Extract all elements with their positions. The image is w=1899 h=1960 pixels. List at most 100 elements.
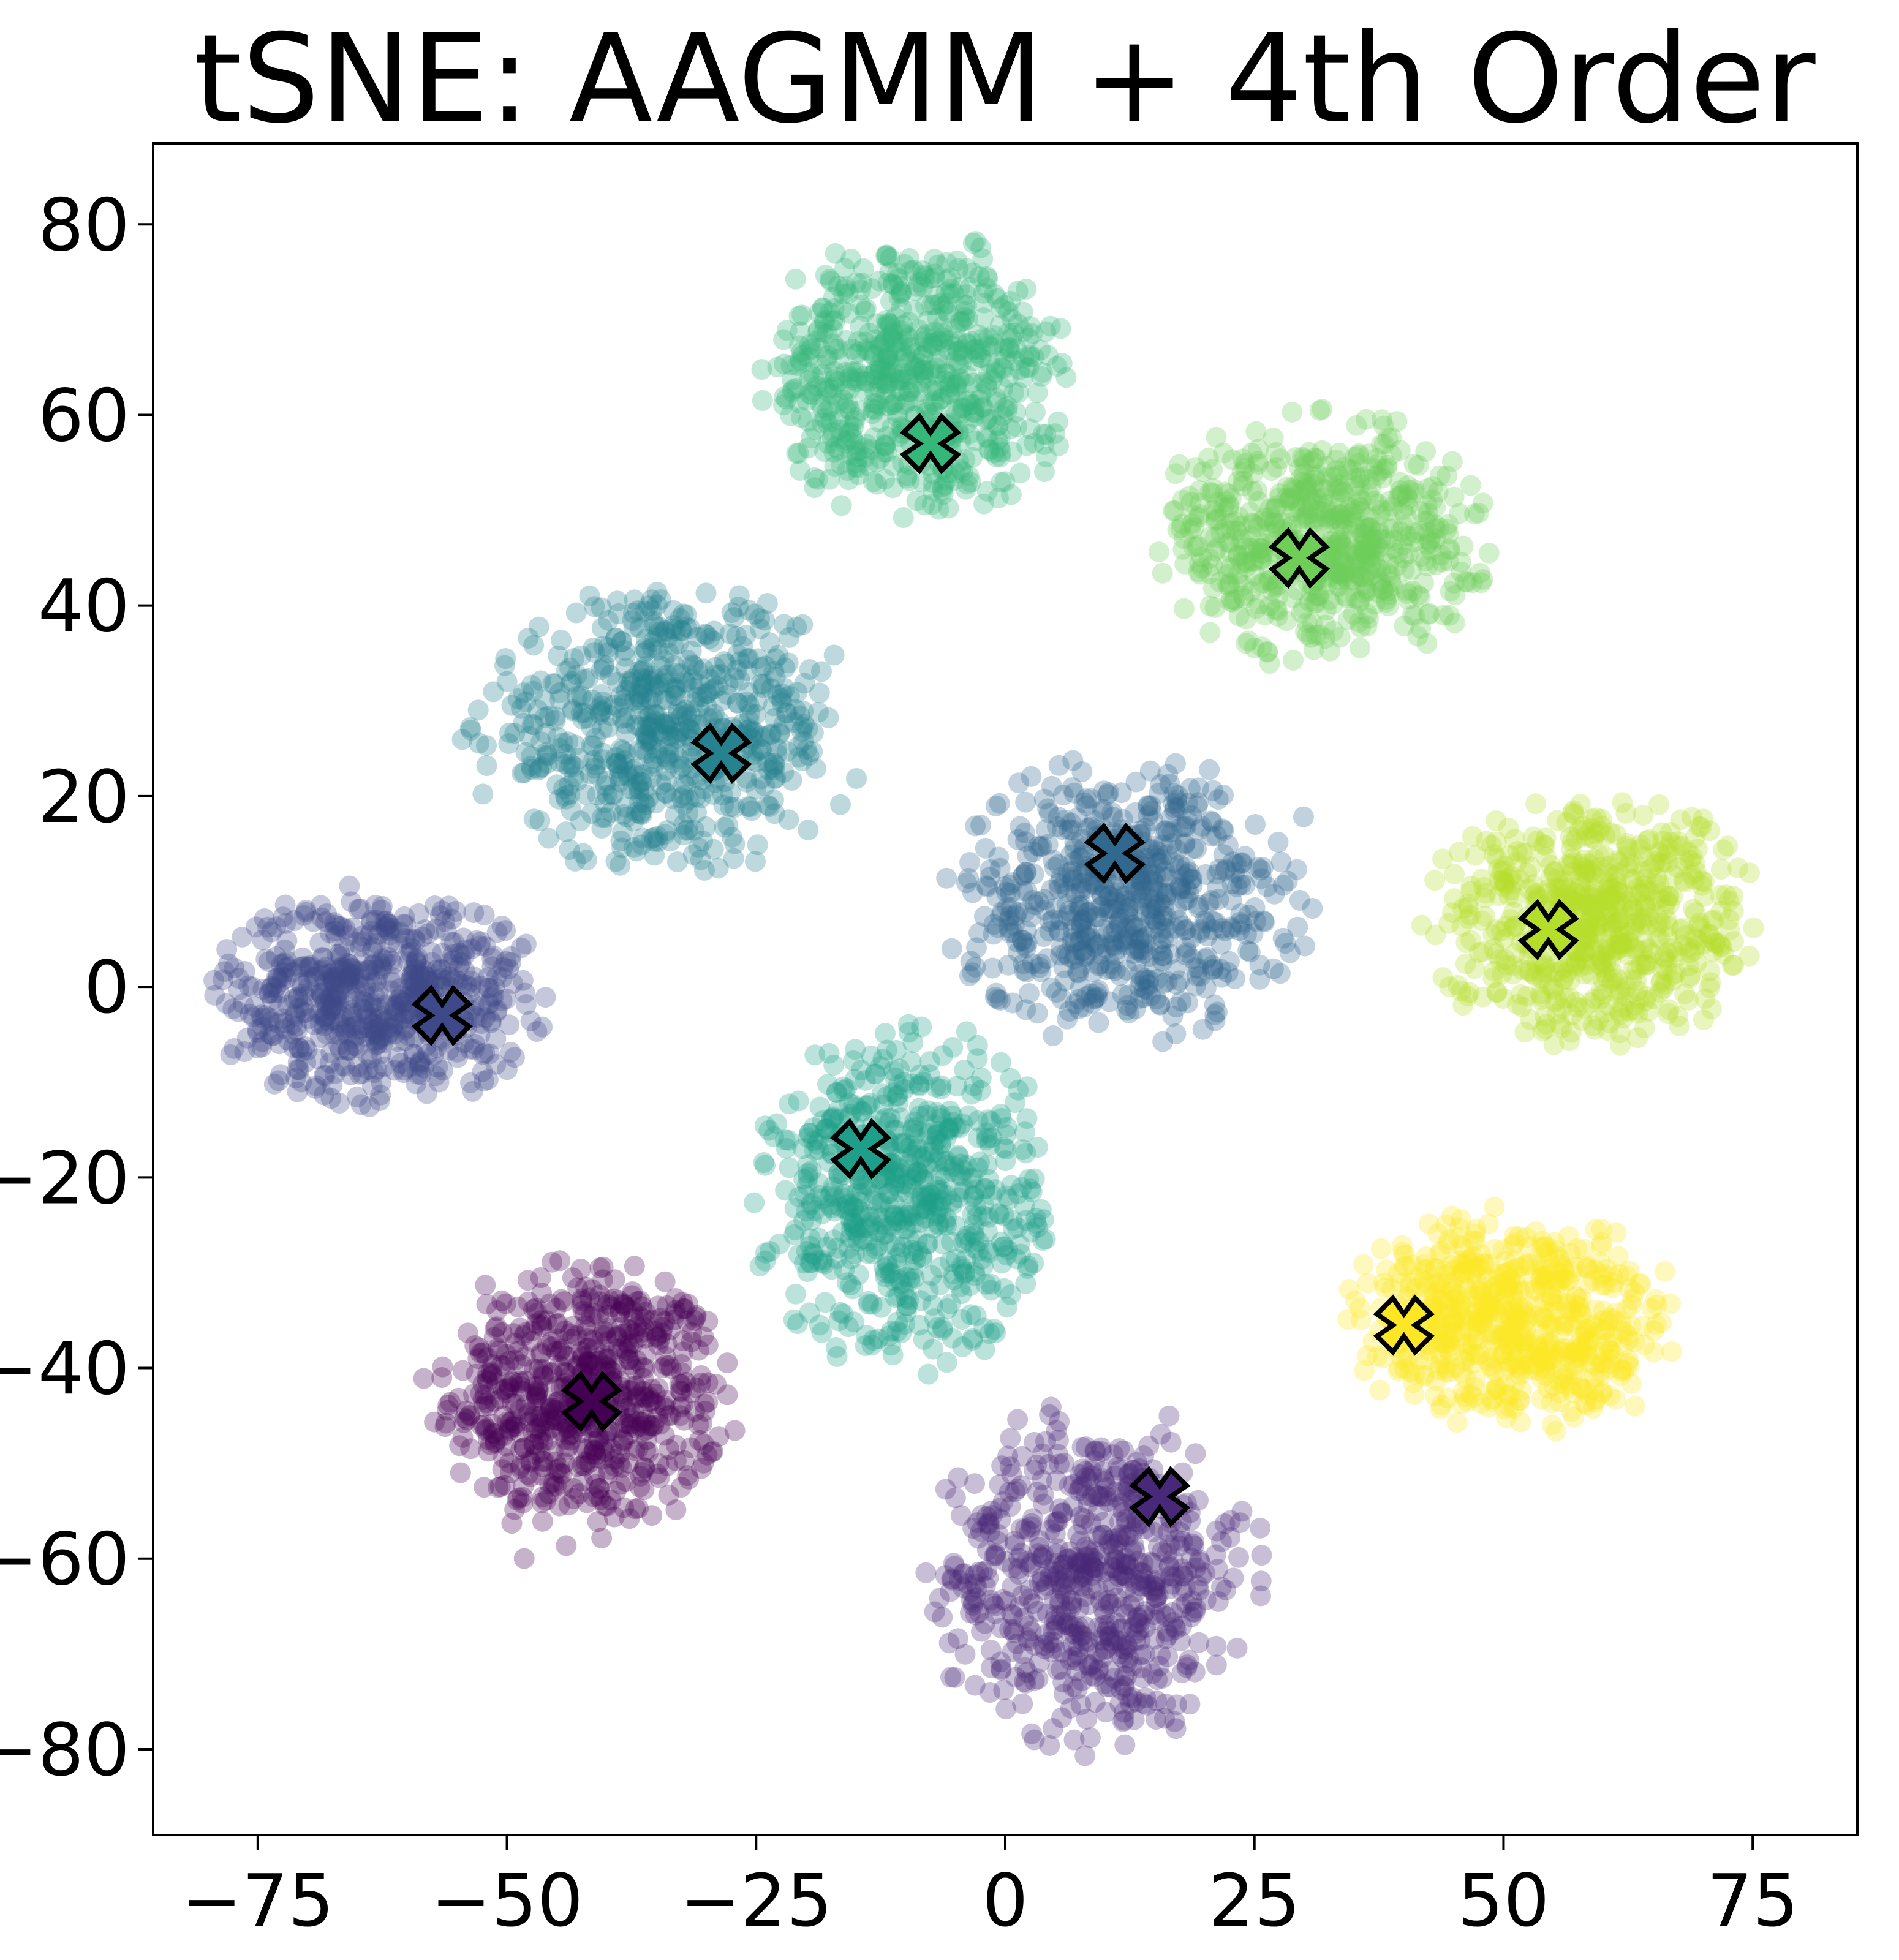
data-point (940, 1667, 961, 1688)
data-point (690, 1365, 712, 1386)
data-point (515, 1322, 537, 1343)
data-point (597, 1317, 619, 1339)
data-point (495, 920, 516, 941)
data-point (588, 1477, 610, 1499)
data-point (1044, 1552, 1066, 1574)
data-point (888, 287, 910, 308)
data-point (1071, 1436, 1093, 1458)
data-point (590, 1489, 611, 1510)
data-point (578, 1350, 598, 1371)
data-point (672, 1330, 693, 1351)
data-point (1013, 960, 1035, 981)
data-point (512, 1381, 533, 1402)
data-point (624, 1375, 646, 1396)
data-point (485, 1317, 506, 1339)
data-point (578, 1338, 599, 1359)
data-point (770, 688, 791, 709)
data-point (646, 581, 668, 603)
data-point (558, 1425, 580, 1446)
data-point (555, 744, 576, 765)
data-point (635, 1387, 657, 1409)
data-point (666, 851, 688, 872)
data-point (627, 1316, 647, 1337)
data-point (673, 1450, 695, 1471)
data-point (696, 695, 717, 717)
data-point (697, 1311, 719, 1332)
data-point (670, 1396, 692, 1418)
data-point (405, 951, 426, 972)
data-point (609, 1453, 630, 1474)
data-point (1250, 859, 1272, 881)
data-point (875, 309, 897, 331)
data-point (493, 1405, 515, 1427)
data-point (1165, 959, 1185, 981)
data-point (1116, 918, 1138, 939)
data-point (738, 600, 760, 621)
data-point (941, 1231, 962, 1253)
data-point (990, 1104, 1011, 1125)
data-point (1140, 985, 1161, 1006)
data-point (729, 669, 750, 691)
data-point (610, 1474, 631, 1495)
data-point (649, 1414, 671, 1435)
data-point (505, 1393, 526, 1414)
data-point (1152, 834, 1174, 856)
data-point (510, 1457, 531, 1479)
data-point (1195, 978, 1217, 999)
data-point (993, 1679, 1014, 1701)
data-point (519, 1450, 540, 1471)
data-point (545, 1298, 567, 1319)
data-point (475, 1420, 496, 1441)
data-point (1052, 819, 1073, 840)
data-point (594, 1441, 616, 1463)
data-point (690, 1373, 711, 1394)
data-point (1040, 315, 1061, 337)
chart-title: tSNE: AAGMM + 4th Order (194, 8, 1816, 151)
data-point (953, 372, 974, 393)
data-point (502, 1416, 523, 1437)
data-point (594, 1495, 616, 1517)
data-point (753, 1152, 774, 1173)
data-point (1190, 919, 1211, 941)
data-point (990, 906, 1011, 927)
data-point (1063, 1729, 1085, 1751)
data-point (638, 1386, 660, 1408)
data-point (638, 1442, 659, 1463)
data-point (984, 1319, 1005, 1340)
data-point (483, 1327, 505, 1348)
data-point (523, 1422, 544, 1443)
data-point (632, 1412, 653, 1433)
data-point (555, 1429, 576, 1450)
data-point (526, 1313, 547, 1335)
data-point (549, 1495, 570, 1517)
data-point (530, 1424, 551, 1446)
data-point (899, 470, 920, 491)
data-point (532, 1450, 553, 1472)
data-point (632, 1461, 653, 1483)
data-point (893, 1280, 915, 1302)
data-point (606, 1327, 627, 1348)
data-point (633, 1368, 654, 1389)
data-point (1164, 1567, 1185, 1588)
data-point (635, 628, 657, 650)
data-point (987, 1203, 1009, 1224)
data-point (1158, 1405, 1180, 1427)
data-point (459, 1405, 480, 1427)
data-point (1048, 755, 1070, 776)
data-point (765, 648, 786, 669)
data-point (681, 1322, 703, 1343)
data-point (517, 1464, 538, 1485)
data-point (472, 1342, 494, 1363)
data-point (603, 1455, 625, 1477)
data-point (499, 1452, 520, 1474)
data-point (581, 803, 602, 824)
data-point (448, 1387, 469, 1409)
data-point (1166, 997, 1187, 1018)
data-point (1024, 1729, 1045, 1751)
data-point (571, 1294, 592, 1316)
data-point (814, 309, 835, 331)
data-point (989, 793, 1010, 814)
data-point (584, 1439, 605, 1461)
data-point (512, 1487, 533, 1508)
data-point (298, 956, 319, 978)
